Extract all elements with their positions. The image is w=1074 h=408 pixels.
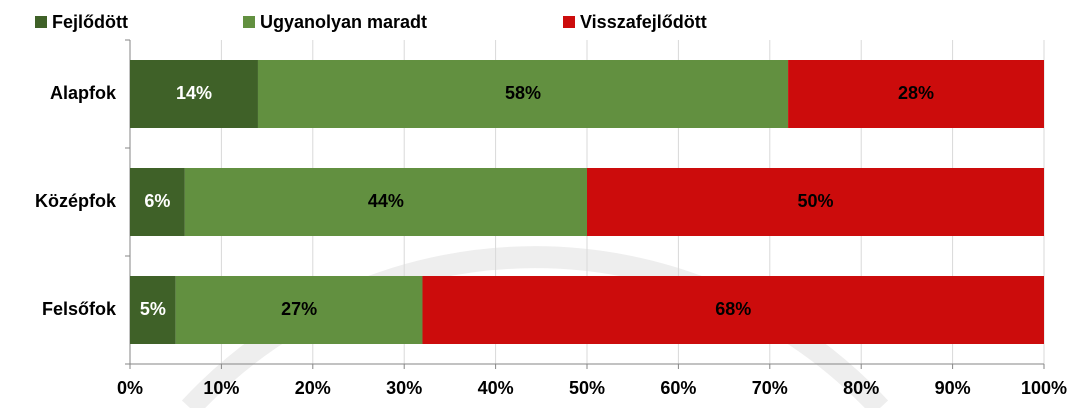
bar-segment bbox=[587, 168, 1044, 236]
x-tick-label: 30% bbox=[386, 378, 422, 398]
x-tick-label: 90% bbox=[935, 378, 971, 398]
legend-label: Visszafejlődött bbox=[580, 12, 707, 32]
x-tick-label: 0% bbox=[117, 378, 143, 398]
value-label: 68% bbox=[715, 299, 751, 319]
x-tick-label: 10% bbox=[203, 378, 239, 398]
bar-segment bbox=[175, 276, 423, 344]
x-tick-label: 60% bbox=[660, 378, 696, 398]
bar-segment bbox=[788, 60, 1044, 128]
value-label: 28% bbox=[898, 83, 934, 103]
value-label: 58% bbox=[505, 83, 541, 103]
legend-swatch bbox=[243, 16, 255, 28]
x-tick-label: 100% bbox=[1021, 378, 1067, 398]
x-tick-label: 40% bbox=[478, 378, 514, 398]
value-label: 5% bbox=[140, 299, 166, 319]
legend-label: Ugyanolyan maradt bbox=[260, 12, 427, 32]
x-tick-label: 70% bbox=[752, 378, 788, 398]
legend-swatch bbox=[35, 16, 47, 28]
value-label: 14% bbox=[176, 83, 212, 103]
value-label: 50% bbox=[797, 191, 833, 211]
x-tick-label: 20% bbox=[295, 378, 331, 398]
x-tick-label: 50% bbox=[569, 378, 605, 398]
value-label: 44% bbox=[368, 191, 404, 211]
bar-segment bbox=[130, 276, 176, 344]
legend-label: Fejlődött bbox=[52, 12, 128, 32]
category-label: Középfok bbox=[35, 191, 117, 211]
bar-segment bbox=[184, 168, 587, 236]
bar-segment bbox=[130, 60, 258, 128]
value-label: 6% bbox=[144, 191, 170, 211]
bar-segment bbox=[130, 168, 185, 236]
bar-segment bbox=[257, 60, 789, 128]
legend-swatch bbox=[563, 16, 575, 28]
bar-segment bbox=[422, 276, 1045, 344]
category-label: Alapfok bbox=[50, 83, 117, 103]
category-label: Felsőfok bbox=[42, 299, 117, 319]
x-tick-label: 80% bbox=[843, 378, 879, 398]
value-label: 27% bbox=[281, 299, 317, 319]
